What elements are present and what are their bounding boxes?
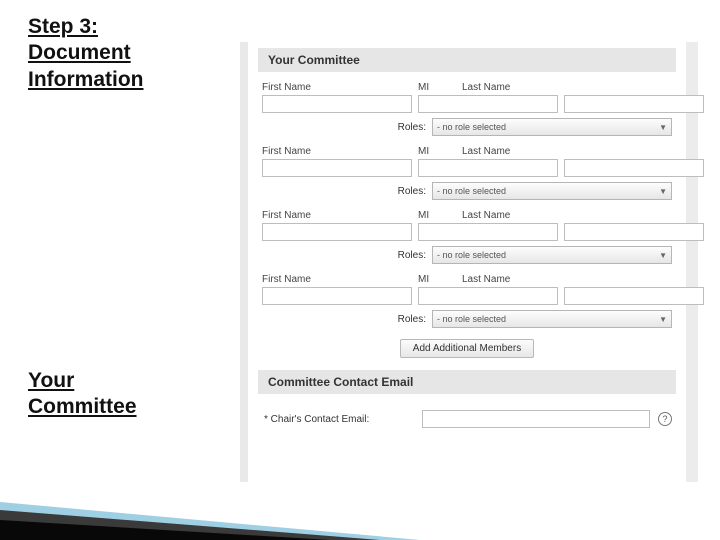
member-row: First Name MI Last Name Roles: - no role… [258, 274, 676, 328]
chair-email-input[interactable] [422, 410, 650, 428]
roles-select-value: - no role selected [437, 314, 506, 324]
mi-input[interactable] [418, 223, 558, 241]
chevron-down-icon: ▼ [659, 187, 667, 196]
roles-select-value: - no role selected [437, 250, 506, 260]
label-last-name: Last Name [462, 274, 676, 285]
chevron-down-icon: ▼ [659, 123, 667, 132]
section-contact-email: Committee Contact Email [258, 370, 676, 394]
last-name-input[interactable] [564, 287, 704, 305]
roles-select[interactable]: - no role selected ▼ [432, 118, 672, 136]
member-row: First Name MI Last Name Roles: - no role… [258, 82, 676, 136]
label-roles: Roles: [398, 250, 426, 261]
step-title: Step 3:DocumentInformation [28, 14, 228, 93]
member-row: First Name MI Last Name Roles: - no role… [258, 210, 676, 264]
member-row: First Name MI Last Name Roles: - no role… [258, 146, 676, 200]
label-first-name: First Name [262, 274, 412, 285]
committee-title: YourCommittee [28, 368, 137, 421]
label-mi: MI [418, 82, 456, 93]
first-name-input[interactable] [262, 159, 412, 177]
label-roles: Roles: [398, 122, 426, 133]
roles-select[interactable]: - no role selected ▼ [432, 182, 672, 200]
form-panel: Your Committee First Name MI Last Name R… [240, 42, 698, 482]
last-name-input[interactable] [564, 159, 704, 177]
roles-select-value: - no role selected [437, 186, 506, 196]
label-chair-email: * Chair's Contact Email: [264, 414, 414, 425]
mi-input[interactable] [418, 95, 558, 113]
first-name-input[interactable] [262, 95, 412, 113]
roles-select[interactable]: - no role selected ▼ [432, 310, 672, 328]
help-icon[interactable]: ? [658, 412, 672, 426]
label-mi: MI [418, 274, 456, 285]
label-mi: MI [418, 210, 456, 221]
label-roles: Roles: [398, 186, 426, 197]
last-name-input[interactable] [564, 223, 704, 241]
mi-input[interactable] [418, 287, 558, 305]
add-members-button[interactable]: Add Additional Members [400, 339, 534, 358]
chevron-down-icon: ▼ [659, 251, 667, 260]
mi-input[interactable] [418, 159, 558, 177]
section-your-committee: Your Committee [258, 48, 676, 72]
label-first-name: First Name [262, 146, 412, 157]
chevron-down-icon: ▼ [659, 315, 667, 324]
label-first-name: First Name [262, 82, 412, 93]
label-last-name: Last Name [462, 82, 676, 93]
last-name-input[interactable] [564, 95, 704, 113]
label-roles: Roles: [398, 314, 426, 325]
label-first-name: First Name [262, 210, 412, 221]
label-last-name: Last Name [462, 210, 676, 221]
first-name-input[interactable] [262, 223, 412, 241]
first-name-input[interactable] [262, 287, 412, 305]
roles-select[interactable]: - no role selected ▼ [432, 246, 672, 264]
label-last-name: Last Name [462, 146, 676, 157]
label-mi: MI [418, 146, 456, 157]
roles-select-value: - no role selected [437, 122, 506, 132]
